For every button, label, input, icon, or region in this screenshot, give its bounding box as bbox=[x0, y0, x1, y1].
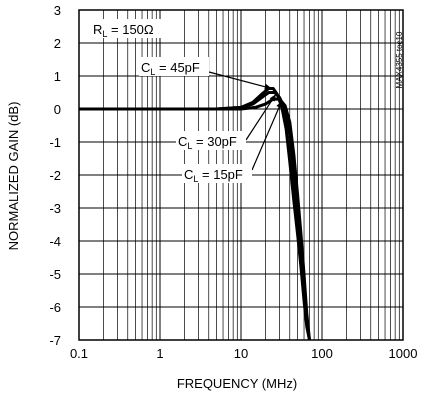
annotation-arrows bbox=[208, 71, 283, 171]
y-tick-label: -7 bbox=[49, 333, 61, 348]
y-tick-label: -6 bbox=[49, 300, 61, 315]
x-tick-labels: 0.1 1 10 100 1000 bbox=[70, 346, 418, 361]
figure-id-label: MAX4355 toc10 bbox=[395, 31, 404, 88]
cl-15pf-annotation: CL = 15pF bbox=[184, 167, 243, 184]
x-axis-label: FREQUENCY (MHz) bbox=[177, 376, 297, 391]
load-annotation: RL = 150Ω bbox=[93, 22, 154, 39]
y-tick-label: -1 bbox=[49, 135, 61, 150]
x-tick-label: 10 bbox=[234, 346, 248, 361]
c45-label-box bbox=[139, 57, 209, 76]
c15-label-box bbox=[182, 164, 252, 183]
y-tick-label: -3 bbox=[49, 201, 61, 216]
y-tick-label: -4 bbox=[49, 234, 61, 249]
y-tick-label: 0 bbox=[54, 102, 61, 117]
arrow-c30-head bbox=[269, 94, 276, 102]
cl-30pf-annotation: CL = 30pF bbox=[178, 134, 237, 151]
series-line-1 bbox=[79, 87, 311, 341]
y-tick-label: 1 bbox=[54, 69, 61, 84]
x-tick-label: 1 bbox=[156, 346, 163, 361]
x-tick-label: 100 bbox=[311, 346, 333, 361]
series-lines bbox=[79, 87, 311, 341]
y-tick-labels: 3 2 1 0 -1 -2 -3 -4 -5 -6 -7 bbox=[49, 3, 61, 348]
y-tick-label: -2 bbox=[49, 168, 61, 183]
c30-label-box bbox=[176, 131, 246, 150]
arrow-c45-line bbox=[208, 71, 272, 90]
arrow-c15-line bbox=[251, 100, 283, 171]
y-tick-label: -5 bbox=[49, 267, 61, 282]
series-line-3 bbox=[79, 97, 311, 341]
load-label-box bbox=[90, 19, 167, 38]
y-axis-label: NORMALIZED GAIN (dB) bbox=[6, 102, 21, 251]
y-tick-label: 2 bbox=[54, 36, 61, 51]
x-tick-label: 1000 bbox=[389, 346, 418, 361]
plot-frame bbox=[78, 9, 404, 341]
arrow-c45-head bbox=[264, 83, 272, 90]
arrow-c30-line bbox=[245, 93, 277, 141]
series-line-2 bbox=[79, 91, 311, 341]
y-tick-label: 3 bbox=[54, 3, 61, 18]
cl-45pf-annotation: CL = 45pF bbox=[141, 60, 200, 77]
arrow-c15-head bbox=[276, 100, 282, 109]
x-tick-label: 0.1 bbox=[70, 346, 88, 361]
